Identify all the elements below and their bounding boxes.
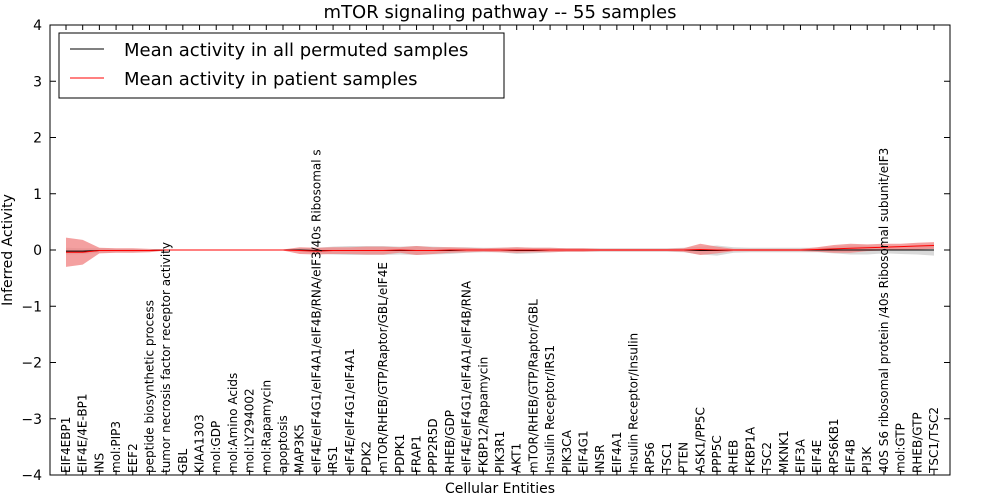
x-tick-label: PTEN (677, 442, 691, 473)
x-tick-label: RHEB (727, 440, 741, 473)
x-tick-label: mol:Amino Acids (226, 373, 240, 473)
x-tick-label: apoptosis (276, 415, 290, 473)
x-tick-label: Insulin Receptor/IRS1 (543, 345, 557, 473)
x-axis: EIF4EBP1 EIF4E/4E-BP1 INS mol:PIP3 EEF2 pepti… (59, 25, 941, 475)
x-tick-label: EIF4E/4E-BP1 (76, 393, 90, 473)
x-tick-label: mol:GDP (209, 421, 223, 473)
x-tick-label: EEF2 (126, 443, 140, 473)
x-tick-label: PPP2R5D (426, 418, 440, 473)
y-axis: −4 −3 −2 −1 0 1 2 3 4 (21, 18, 950, 484)
x-tick-label: EIF4G1 (576, 430, 590, 473)
x-tick-label: GBL (176, 448, 190, 473)
y-tick-label: 2 (33, 131, 42, 147)
x-tick-label: FKBP12/Rapamycin (476, 357, 490, 473)
x-tick-label: EIF4A1 (610, 431, 624, 473)
x-tick-label: PIK3R1 (493, 431, 507, 473)
confidence-bands (66, 237, 934, 267)
legend-label-permuted: Mean activity in all permuted samples (124, 40, 468, 61)
x-tick-label: ASK1/PP5C (693, 407, 707, 473)
x-tick-label: mTOR/RHEB/GTP/Raptor/GBL/eIF4E (376, 262, 390, 473)
x-tick-label: mol:Rapamycin (259, 380, 273, 473)
x-tick-label: mol:LY294002 (243, 388, 257, 473)
x-tick-label: KIAA1303 (193, 414, 207, 473)
x-tick-label: EIF4EBP1 (59, 417, 73, 473)
legend-label-patient: Mean activity in patient samples (124, 69, 418, 90)
y-tick-label: 0 (33, 243, 42, 259)
x-tick-label: TSC1/TSC2 (927, 407, 941, 474)
x-tick-label: MKNK1 (777, 430, 791, 473)
x-tick-label: IRS1 (326, 446, 340, 473)
y-tick-label: −3 (21, 412, 42, 428)
y-axis-label: Inferred Activity (0, 194, 16, 306)
x-tick-label: FKBP1A (743, 426, 757, 473)
y-tick-label: 1 (33, 187, 42, 203)
x-tick-label: eIF4E/eIF4G1/eIF4A1 (343, 348, 357, 473)
x-tick-label: mol:GTP (894, 423, 908, 473)
y-tick-label: 4 (33, 18, 42, 34)
x-tick-label: RPS6KB1 (827, 418, 841, 473)
x-tick-label: TSC1 (660, 442, 674, 474)
band-1 (66, 237, 934, 267)
x-tick-label: PDK2 (359, 441, 373, 473)
x-tick-label: INS (92, 453, 106, 473)
y-tick-label: 3 (33, 74, 42, 90)
legend-box (58, 32, 505, 99)
x-tick-label: AKT1 (510, 443, 524, 473)
x-tick-label: mTOR/RHEB/GTP/Raptor/GBL (526, 299, 540, 473)
x-axis-label: Cellular Entities (445, 481, 555, 497)
x-tick-label: INSR (593, 445, 607, 473)
x-tick-label: RPS6 (643, 442, 657, 473)
y-tick-label: −4 (21, 468, 42, 484)
x-tick-label: FRAP1 (410, 435, 424, 473)
y-tick-label: −1 (21, 299, 42, 315)
y-tick-label: −2 (21, 356, 42, 372)
x-tick-label: PI3K (860, 446, 874, 473)
x-tick-label: eIF4E/eIF4G1/eIF4A1/eIF4B/RNA (460, 280, 474, 473)
x-tick-label: tumor necrosis factor receptor activity (159, 242, 173, 473)
x-tick-label: eIF4E/eIF4G1/eIF4A1/eIF4B/RNA/eIF3/40s R… (309, 149, 323, 473)
x-tick-label: peptide biosynthetic process (142, 300, 156, 473)
x-tick-label: PPP5C (710, 435, 724, 473)
x-tick-label: RHEB/GTP (910, 412, 924, 473)
series-line-1 (66, 245, 935, 253)
x-tick-label: PIK3CA (560, 429, 574, 473)
x-tick-label: MAP3K5 (293, 424, 307, 473)
x-tick-label: PDPK1 (393, 434, 407, 473)
x-tick-label: RHEB/GDP (443, 410, 457, 473)
x-tick-label: EIF3A (793, 438, 807, 473)
x-tick-label: TSC2 (760, 442, 774, 474)
chart-title: mTOR signaling pathway -- 55 samples (324, 2, 677, 23)
series-lines (66, 245, 935, 253)
x-tick-label: 40S S6 ribosomal protein /40s Ribosomal … (877, 148, 891, 473)
legend: Mean activity in all permuted samples Me… (58, 32, 505, 99)
x-tick-label: Insulin Receptor/Insulin (627, 333, 641, 473)
x-tick-label: mol:PIP3 (109, 421, 123, 473)
x-tick-label: EIF4E (810, 440, 824, 473)
x-tick-label: EIF4B (844, 439, 858, 473)
